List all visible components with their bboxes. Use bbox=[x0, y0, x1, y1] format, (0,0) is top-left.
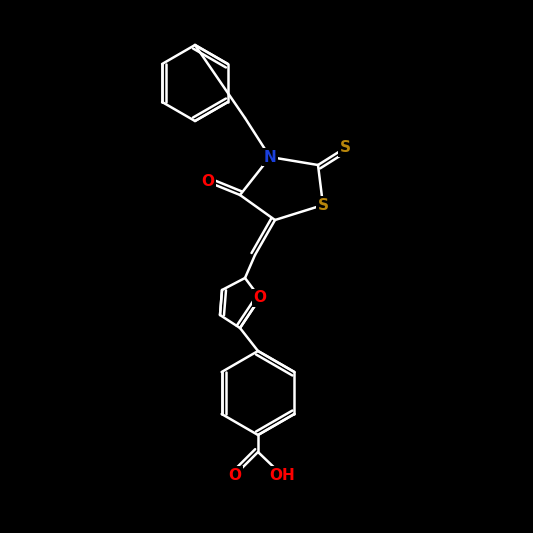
Text: S: S bbox=[318, 198, 328, 213]
Text: S: S bbox=[340, 141, 351, 156]
Text: OH: OH bbox=[269, 467, 295, 482]
Text: O: O bbox=[229, 467, 241, 482]
Text: O: O bbox=[254, 290, 266, 305]
Text: O: O bbox=[201, 174, 214, 190]
Text: N: N bbox=[264, 149, 277, 165]
